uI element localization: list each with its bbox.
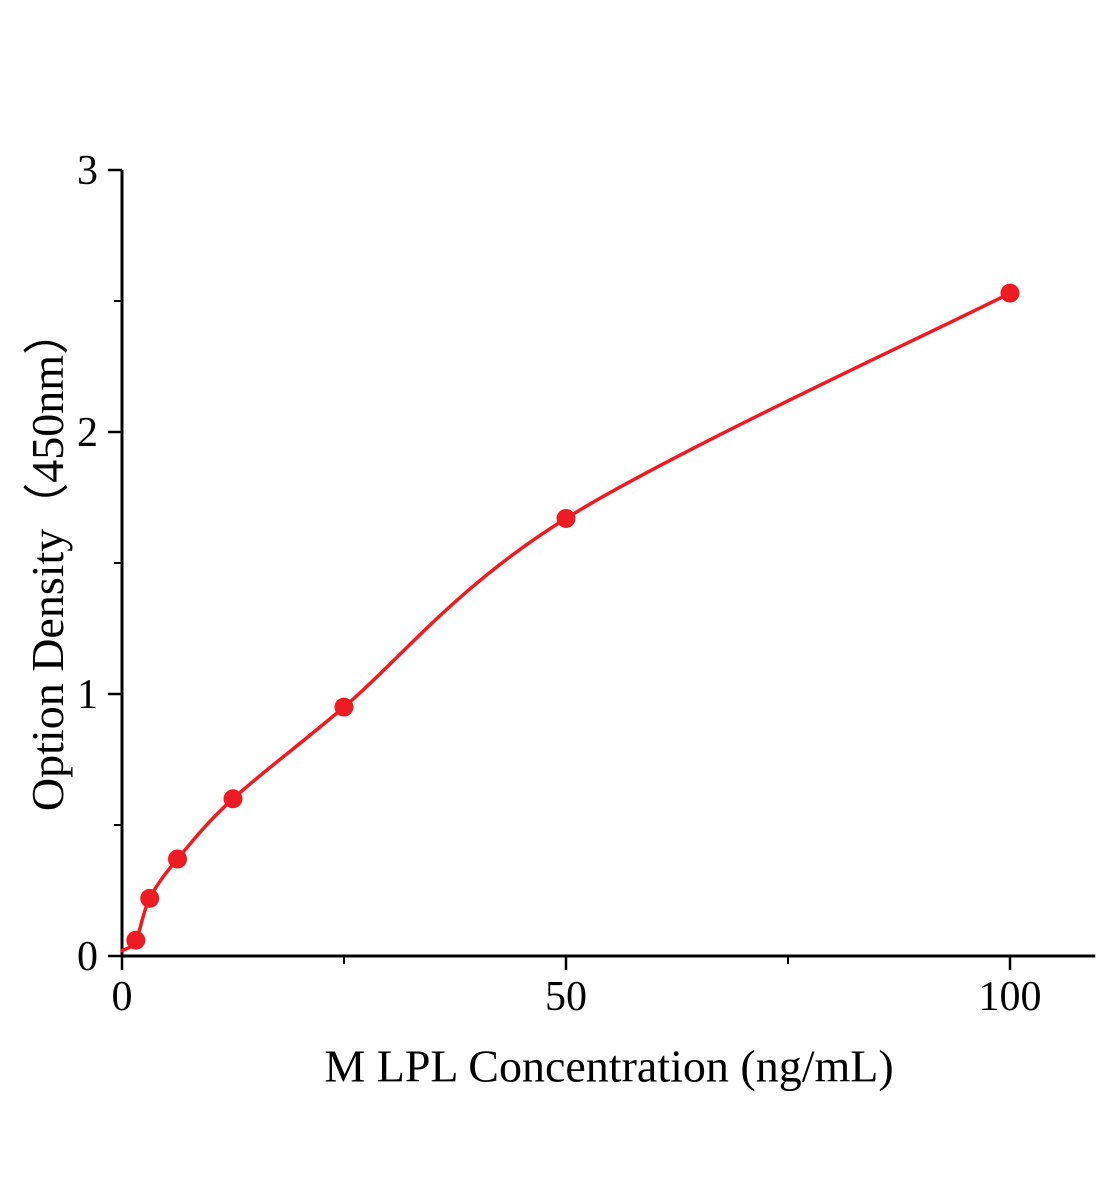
y-tick-label: 3 xyxy=(77,148,98,194)
y-tick-label: 0 xyxy=(77,934,98,980)
data-point xyxy=(223,789,243,809)
data-point xyxy=(168,849,187,869)
y-tick-label: 1 xyxy=(77,672,98,718)
x-axis-title: M LPL Concentration (ng/mL) xyxy=(324,1040,894,1092)
y-axis-title: Option Density（450nm） xyxy=(22,308,73,812)
x-tick-label: 100 xyxy=(979,974,1042,1020)
y-tick-label: 2 xyxy=(77,410,98,456)
x-tick-label: 50 xyxy=(545,974,587,1020)
data-point xyxy=(1000,283,1020,303)
data-point xyxy=(556,508,576,528)
data-point xyxy=(126,930,146,950)
data-point xyxy=(334,697,354,717)
data-point xyxy=(140,888,160,908)
x-tick-label: 0 xyxy=(112,974,133,1020)
fit-curve xyxy=(120,291,1012,953)
